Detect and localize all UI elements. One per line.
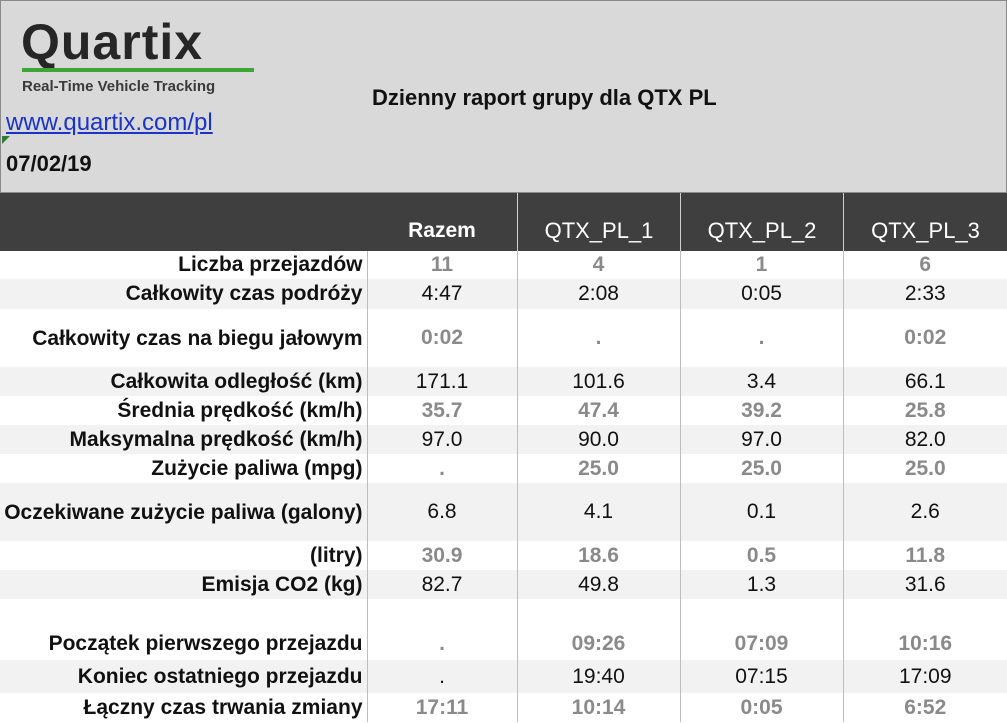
- table-row: Koniec ostatniego przejazdu . 19:40 07:1…: [0, 660, 1007, 693]
- logo-tagline: Real-Time Vehicle Tracking: [22, 78, 216, 95]
- cell-total: 171.1: [366, 367, 517, 396]
- cell-vehicle-1: 09:26: [516, 627, 680, 660]
- table-row: Średnia prędkość (km/h) 35.7 47.4 39.2 2…: [0, 396, 1007, 425]
- cell-vehicle-3: 31.6: [842, 570, 1007, 599]
- column-divider: [680, 193, 681, 251]
- row-label: Zużycie paliwa (mpg): [151, 456, 363, 480]
- cell-total: 35.7: [366, 396, 517, 425]
- cell-vehicle-2: 0.1: [679, 483, 843, 541]
- cell-vehicle-1: 10:14: [516, 693, 680, 722]
- quartix-logo: Quartix: [21, 14, 204, 70]
- spacer-row: [0, 599, 1007, 627]
- cell-vehicle-3: 25.8: [842, 396, 1007, 425]
- cell-total: .: [366, 660, 517, 693]
- table-row: Zużycie paliwa (mpg) . 25.0 25.0 25.0: [0, 454, 1007, 483]
- table-row: Całkowita odległość (km) 171.1 101.6 3.4…: [0, 367, 1007, 396]
- row-label: Oczekiwane zużycie paliwa (galony): [0, 483, 367, 541]
- report-title: Dzienny raport grupy dla QTX PL: [372, 85, 717, 110]
- column-divider: [517, 193, 518, 251]
- cell-total: 30.9: [366, 541, 517, 570]
- cell-vehicle-2: 1.3: [679, 570, 843, 599]
- cell-comment-marker-icon: [2, 136, 10, 144]
- row-label: Łączny czas trwania zmiany: [83, 695, 363, 719]
- logo-underline: [22, 68, 254, 72]
- cell-vehicle-3: 10:16: [842, 627, 1007, 660]
- column-header-vehicle-3: QTX_PL_3: [871, 218, 980, 243]
- report-table: Liczba przejazdów 11 4 1 6 Całkowity cza…: [0, 251, 1007, 722]
- cell-total: 82.7: [366, 570, 517, 599]
- cell-vehicle-2: 0.5: [679, 541, 843, 570]
- column-header-total: Razem: [408, 219, 476, 242]
- cell-vehicle-3: 6:52: [842, 693, 1007, 722]
- cell-vehicle-1: 90.0: [516, 425, 680, 454]
- table-row: Maksymalna prędkość (km/h) 97.0 90.0 97.…: [0, 425, 1007, 454]
- cell-total: 6.8: [366, 483, 517, 541]
- cell-vehicle-2: 3.4: [679, 367, 843, 396]
- cell-vehicle-2: .: [679, 309, 843, 367]
- cell-vehicle-2: 1: [679, 251, 843, 279]
- cell-vehicle-2: 39.2: [679, 396, 843, 425]
- cell-vehicle-3: 25.0: [842, 454, 1007, 483]
- column-header-vehicle-2: QTX_PL_2: [707, 218, 817, 243]
- row-label: Całkowity czas na biegu jałowym: [32, 326, 363, 350]
- cell-vehicle-1: 4: [516, 251, 680, 279]
- cell-vehicle-2: 07:15: [679, 660, 843, 693]
- table-row: Łączny czas trwania zmiany 17:11 10:14 0…: [0, 693, 1007, 722]
- cell-total: 0:02: [366, 309, 517, 367]
- table-row: Początek pierwszego przejazdu . 09:26 07…: [0, 627, 1007, 660]
- table-row: (litry) 30.9 18.6 0.5 11.8: [0, 541, 1007, 570]
- cell-vehicle-1: 18.6: [516, 541, 680, 570]
- table-row: Całkowity czas na biegu jałowym 0:02 . .…: [0, 309, 1007, 367]
- row-label: Emisja CO2 (kg): [0, 570, 367, 599]
- row-label: Maksymalna prędkość (km/h): [0, 425, 367, 454]
- cell-vehicle-1: 49.8: [516, 570, 680, 599]
- table-row: Oczekiwane zużycie paliwa (galony) 6.8 4…: [0, 483, 1007, 541]
- cell-total: .: [366, 627, 517, 660]
- cell-vehicle-1: 4.1: [516, 483, 680, 541]
- report-date: 07/02/19: [6, 151, 92, 176]
- row-label: Średnia prędkość (km/h): [117, 398, 363, 422]
- cell-vehicle-1: 25.0: [516, 454, 680, 483]
- cell-vehicle-3: 66.1: [842, 367, 1007, 396]
- cell-total: 4:47: [366, 279, 517, 309]
- cell-total: 11: [366, 251, 517, 279]
- cell-vehicle-3: 6: [842, 251, 1007, 279]
- cell-vehicle-3: 11.8: [842, 541, 1007, 570]
- cell-vehicle-1: .: [516, 309, 680, 367]
- cell-total: 17:11: [366, 693, 517, 722]
- table-row: Całkowity czas podróży 4:47 2:08 0:05 2:…: [0, 279, 1007, 309]
- cell-total: 97.0: [366, 425, 517, 454]
- cell-vehicle-2: 97.0: [679, 425, 843, 454]
- cell-vehicle-3: 2:33: [842, 279, 1007, 309]
- cell-vehicle-1: 19:40: [516, 660, 680, 693]
- report-header: Quartix Real-Time Vehicle Tracking www.q…: [0, 0, 1007, 193]
- table-row: Liczba przejazdów 11 4 1 6: [0, 251, 1007, 279]
- cell-vehicle-2: 0:05: [679, 279, 843, 309]
- column-header-bar: Razem QTX_PL_1 QTX_PL_2 QTX_PL_3: [0, 193, 1007, 251]
- row-label: Początek pierwszego przejazdu: [48, 631, 363, 655]
- cell-vehicle-2: 0:05: [679, 693, 843, 722]
- cell-vehicle-2: 07:09: [679, 627, 843, 660]
- cell-vehicle-1: 101.6: [516, 367, 680, 396]
- cell-total: .: [366, 454, 517, 483]
- row-label: Całkowita odległość (km): [0, 367, 367, 396]
- row-label: Liczba przejazdów: [178, 253, 363, 276]
- row-label: Koniec ostatniego przejazdu: [0, 660, 367, 693]
- row-label: (litry): [310, 543, 363, 567]
- column-divider: [843, 193, 844, 251]
- cell-vehicle-1: 47.4: [516, 396, 680, 425]
- cell-vehicle-3: 17:09: [842, 660, 1007, 693]
- cell-vehicle-1: 2:08: [516, 279, 680, 309]
- cell-vehicle-2: 25.0: [679, 454, 843, 483]
- cell-vehicle-3: 0:02: [842, 309, 1007, 367]
- cell-vehicle-3: 2.6: [842, 483, 1007, 541]
- table-row: Emisja CO2 (kg) 82.7 49.8 1.3 31.6: [0, 570, 1007, 599]
- column-header-vehicle-1: QTX_PL_1: [544, 218, 654, 243]
- website-link[interactable]: www.quartix.com/pl: [6, 109, 213, 136]
- cell-vehicle-3: 82.0: [842, 425, 1007, 454]
- row-label: Całkowity czas podróży: [0, 279, 367, 309]
